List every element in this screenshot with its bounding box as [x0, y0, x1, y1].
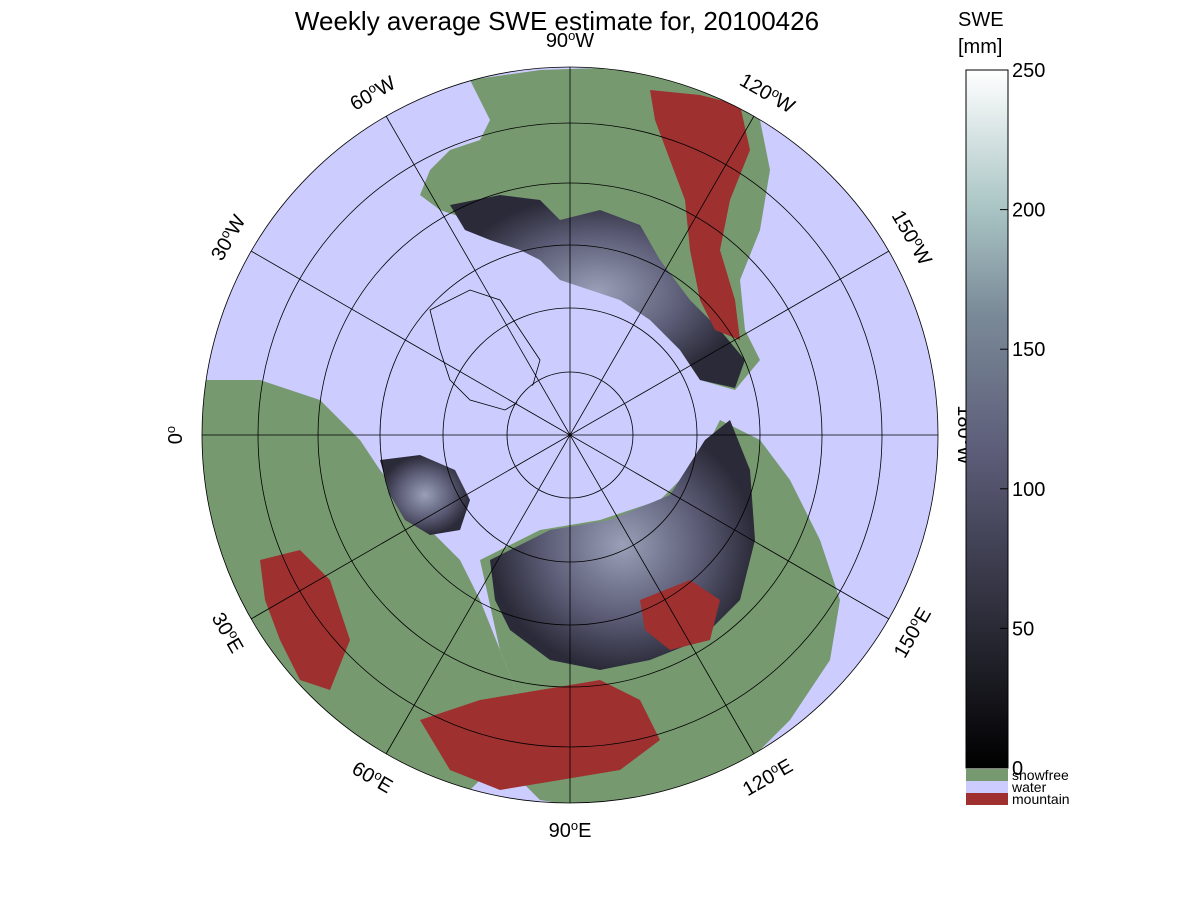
colorbar-category-label: mountain	[1012, 791, 1070, 807]
colorbar-tick-label: 200	[1012, 200, 1045, 222]
longitude-label: 60oW	[345, 70, 399, 115]
colorbar-title-line1: SWE	[958, 9, 1004, 31]
colorbar-tick-label: 150	[1012, 339, 1045, 361]
colorbar-category-swatch	[966, 769, 1008, 781]
longitude-label: 150oE	[888, 603, 936, 662]
polar-map: 90oW120oW150oW180oW150oE120oE90oE60oE30o…	[163, 28, 978, 843]
swe-north-america	[450, 195, 745, 388]
longitude-label: 120oW	[736, 67, 800, 118]
meridians	[202, 67, 938, 803]
longitude-label: 120oE	[738, 753, 797, 801]
mountain-rockies	[650, 90, 750, 340]
longitude-label: 90oW	[546, 28, 594, 53]
mountain-alps	[260, 550, 350, 690]
mountain-east-siberia	[640, 580, 720, 650]
longitude-label: 60oE	[348, 756, 397, 799]
longitude-label: 0o	[163, 426, 188, 444]
colorbar-ticks: 0 50 100 150 200 250	[1000, 60, 1045, 780]
longitude-label: 90oE	[549, 818, 592, 843]
longitude-label: 30oW	[205, 210, 250, 264]
colorbar-category-label: water	[1011, 779, 1047, 795]
map-title: Weekly average SWE estimate for, 2010042…	[295, 6, 819, 36]
mountain-central-asia	[420, 680, 660, 790]
colorbar: SWE [mm] 0 50 100 150 200 250 snowfreewatermo…	[958, 9, 1070, 807]
colorbar-category-swatch	[966, 793, 1008, 805]
colorbar-tick-label: 250	[1012, 60, 1045, 82]
colorbar-tick-label: 0	[1012, 758, 1023, 780]
land-layer	[202, 68, 840, 803]
colorbar-title-line2: [mm]	[958, 36, 1002, 58]
colorbar-gradient	[965, 69, 1009, 769]
colorbar-category-label: snowfree	[1012, 767, 1069, 783]
colorbar-tick-label: 50	[1012, 618, 1034, 640]
colorbar-category-swatch	[966, 781, 1008, 793]
colorbar-tick-label: 100	[1012, 479, 1045, 501]
longitude-label: 30oE	[207, 608, 250, 657]
longitude-label: 150oW	[887, 205, 938, 269]
swe-scandinavia	[380, 455, 470, 535]
